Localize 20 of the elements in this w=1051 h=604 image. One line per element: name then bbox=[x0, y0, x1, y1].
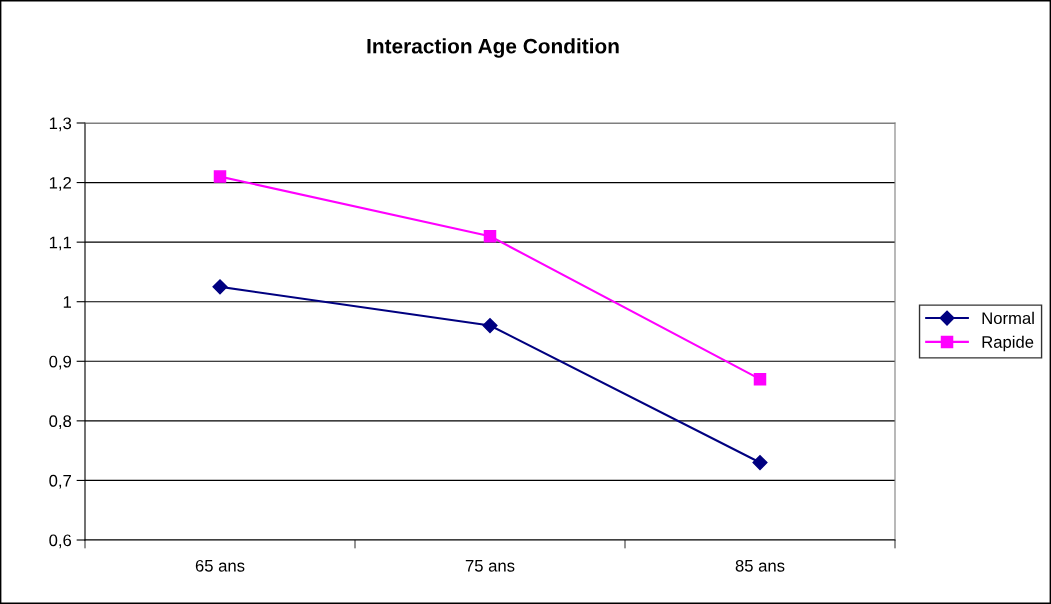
y-tick-label: 1,3 bbox=[49, 117, 72, 132]
point bbox=[753, 372, 767, 386]
y-tick-label: 1,1 bbox=[49, 236, 71, 251]
legend-label: Rapide bbox=[982, 335, 1034, 352]
point bbox=[483, 229, 497, 243]
point bbox=[752, 454, 768, 471]
legend-label: Normal bbox=[982, 311, 1034, 325]
point bbox=[213, 170, 227, 183]
x-tick-label: 65 ans bbox=[195, 559, 245, 572]
y-tick-label: 0,9 bbox=[49, 355, 72, 370]
y-tick-label: 0,6 bbox=[49, 534, 72, 549]
chart-title: Interaction Age Condition bbox=[367, 38, 619, 58]
y-tick-label: 1 bbox=[63, 296, 71, 308]
y-tick-label: 0,7 bbox=[49, 474, 71, 489]
x-tick-label: 75 ans bbox=[465, 560, 515, 572]
y-tick-label: 0,8 bbox=[49, 415, 72, 430]
y-tick-label: 1,2 bbox=[49, 176, 71, 191]
point bbox=[482, 317, 498, 334]
point bbox=[212, 279, 228, 295]
x-tick-label: 85 ans bbox=[735, 559, 785, 572]
